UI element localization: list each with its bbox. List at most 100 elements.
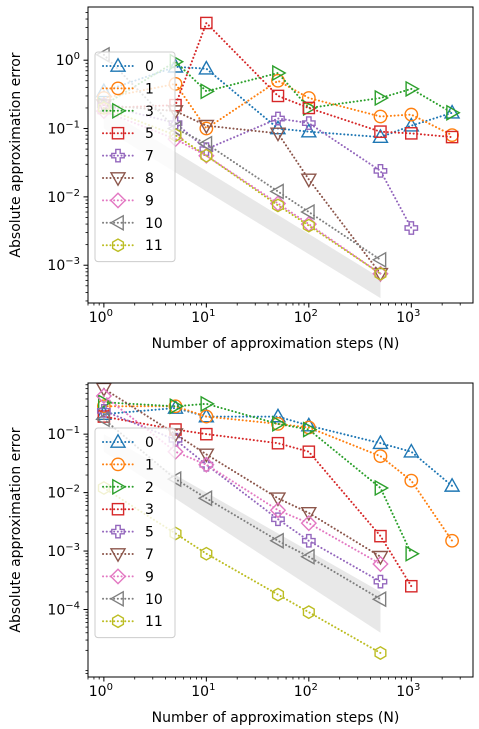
- x-tick-base: 10: [294, 684, 312, 700]
- legend-item-2: 2: [102, 478, 154, 496]
- x-tick-base: 10: [294, 310, 312, 326]
- legend-item-3: 3: [102, 102, 154, 120]
- x-tick-label: 102: [294, 308, 318, 326]
- legend-marker: [109, 192, 127, 209]
- legend-marker: [111, 502, 125, 516]
- point-10-3: [269, 183, 284, 200]
- point-5-7: [445, 130, 459, 144]
- x-tick-label: 100: [89, 682, 113, 700]
- y-axis-label: Absolute approximation error: [8, 52, 24, 257]
- point-0-6: [403, 117, 420, 132]
- point-11-3: [271, 198, 285, 213]
- point-10-2: [197, 490, 213, 507]
- y-tick-base: 10: [47, 486, 65, 502]
- y-tick-base: 10: [56, 53, 74, 69]
- legend-item-11: 11: [102, 238, 163, 254]
- point-5-3: [271, 512, 285, 527]
- legend-label: 2: [145, 480, 154, 496]
- legend-label: 7: [145, 547, 154, 563]
- legend-marker: [111, 81, 125, 96]
- point-1-7: [445, 533, 459, 548]
- point-11-2: [200, 546, 213, 561]
- legend-item-9: 9: [102, 568, 154, 585]
- point-1-2: [199, 121, 214, 136]
- point-11-5: [374, 646, 387, 661]
- y-tick-label: 10−2: [47, 188, 80, 206]
- point-5-5: [374, 125, 387, 138]
- y-tick-exp: −3: [65, 542, 80, 553]
- legend-box: [94, 51, 176, 263]
- legend-label: 9: [145, 193, 154, 209]
- x-tick-label: 103: [396, 682, 420, 700]
- legend-label: 7: [145, 149, 154, 165]
- point-3-3: [271, 436, 285, 450]
- point-8-4: [300, 173, 318, 189]
- y-tick-base: 10: [47, 190, 65, 206]
- x-tick-exp: 3: [414, 682, 420, 693]
- y-tick-exp: −2: [65, 188, 80, 199]
- y-tick-base: 10: [47, 427, 65, 443]
- x-tick-label: 102: [294, 682, 318, 700]
- legend-item-11: 11: [102, 614, 163, 630]
- point-3-5: [374, 529, 387, 543]
- point-11-2: [200, 148, 213, 163]
- point-3-6: [405, 80, 420, 98]
- point-3-2: [200, 427, 213, 441]
- y-tick-label: 10−1: [47, 425, 80, 443]
- legend-label: 1: [145, 81, 154, 97]
- legend-item-1: 1: [102, 457, 154, 473]
- x-tick-base: 10: [191, 310, 209, 326]
- point-2-2: [200, 395, 215, 413]
- point-7-5: [372, 550, 389, 566]
- x-tick-base: 10: [396, 310, 414, 326]
- legend-marker: [111, 524, 125, 539]
- series-line-9: [102, 110, 382, 275]
- legend-label: 8: [145, 171, 154, 187]
- point-7-4: [301, 116, 316, 131]
- legend-item-7: 7: [102, 547, 154, 563]
- y-tick-label: 10−4: [47, 600, 80, 618]
- point-0-7: [443, 104, 461, 119]
- point-3-3: [272, 64, 287, 82]
- point-9-3: [269, 502, 287, 519]
- y-tick-exp: −3: [65, 256, 80, 267]
- x-tick-label: 101: [191, 308, 215, 326]
- point-2-3: [272, 415, 287, 433]
- x-axis-label: Number of approximation steps (N): [152, 710, 400, 726]
- series-line-7: [102, 387, 382, 558]
- point-5-2: [200, 16, 213, 30]
- legend: 0 1 3 5 7 8 9 10 11: [94, 51, 176, 263]
- point-7-3: [271, 111, 285, 126]
- point-8-5: [372, 267, 389, 283]
- legend-item-3: 3: [102, 502, 154, 518]
- point-0-6: [403, 443, 420, 458]
- point-0-3: [269, 407, 287, 423]
- legend-item-7: 7: [102, 149, 154, 165]
- y-tick-exp: 0: [74, 51, 80, 62]
- point-0-1: [167, 399, 184, 414]
- legend-marker: [109, 172, 127, 187]
- point-2-1: [169, 398, 185, 415]
- point-0-5: [372, 434, 389, 450]
- legend-marker: [109, 590, 124, 607]
- legend-item-0: 0: [102, 57, 154, 75]
- point-10-4: [300, 203, 315, 221]
- point-0-2: [198, 60, 215, 75]
- point-7-4: [300, 506, 318, 522]
- point-5-4: [301, 533, 316, 548]
- y-tick-label: 10−3: [47, 256, 80, 274]
- point-1-6: [404, 473, 419, 488]
- point-5-3: [271, 89, 285, 103]
- y-tick-label: 10−1: [47, 120, 80, 138]
- legend-marker: [112, 102, 127, 119]
- point-1-0: [96, 399, 111, 414]
- x-axis-label: Number of approximation steps (N): [152, 336, 400, 352]
- point-0-4: [300, 416, 318, 432]
- x-tick-exp: 2: [312, 682, 318, 693]
- legend-marker: [111, 126, 125, 140]
- x-tick-label: 101: [191, 682, 215, 700]
- point-5-5: [373, 574, 388, 589]
- legend-label: 1: [145, 457, 154, 473]
